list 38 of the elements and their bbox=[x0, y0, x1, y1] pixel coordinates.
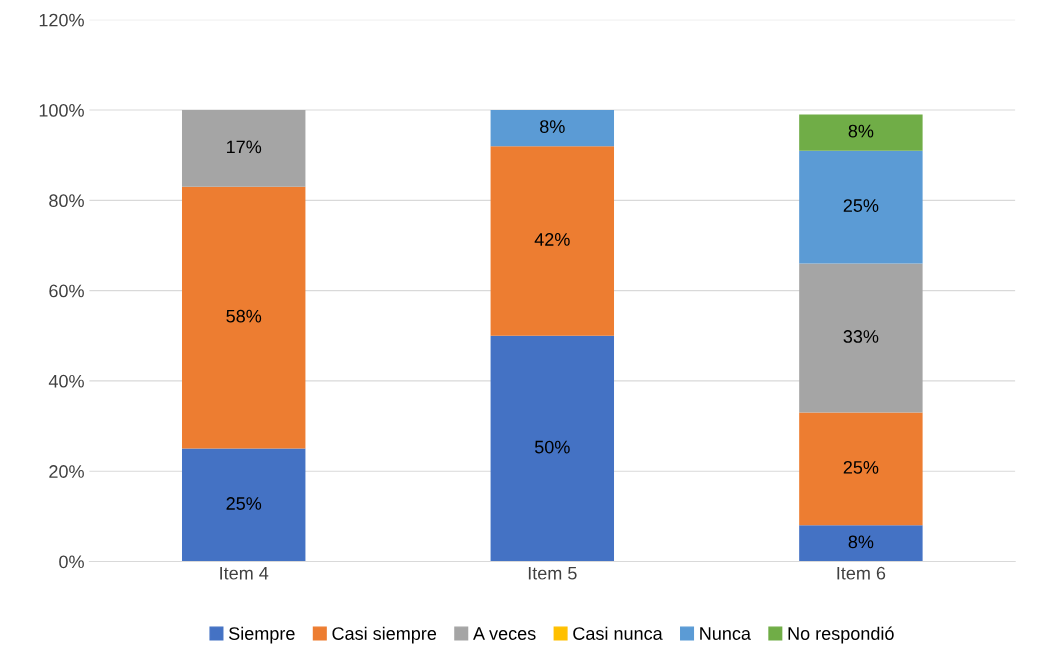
bar bbox=[799, 525, 923, 562]
bar bbox=[799, 412, 923, 526]
legend-label: Nunca bbox=[700, 627, 751, 640]
y-tick-label: 100% bbox=[39, 103, 84, 117]
legend-label: No respondió bbox=[788, 626, 894, 644]
legend-label: Casi siempre bbox=[332, 626, 437, 644]
data-label: 8% bbox=[540, 120, 565, 133]
bar bbox=[799, 263, 923, 413]
y-tick-label: 80% bbox=[49, 194, 84, 208]
bar bbox=[490, 146, 615, 336]
x-tick-label: Item 6 bbox=[837, 566, 886, 580]
data-label: 42% bbox=[534, 233, 570, 246]
data-label: 58% bbox=[226, 309, 262, 323]
bar bbox=[799, 150, 923, 264]
data-label: 17% bbox=[227, 140, 262, 154]
data-label: 25% bbox=[843, 199, 879, 212]
data-label: 8% bbox=[848, 124, 874, 138]
bar bbox=[490, 335, 615, 562]
y-tick-label: 20% bbox=[49, 465, 84, 478]
x-tick-label: Item 5 bbox=[528, 566, 577, 580]
bar bbox=[182, 186, 306, 449]
legend-label: Siempre bbox=[229, 626, 295, 644]
data-label: 25% bbox=[843, 460, 879, 474]
data-label: 50% bbox=[534, 440, 570, 454]
bar bbox=[182, 110, 306, 187]
y-tick-label: 40% bbox=[48, 374, 84, 388]
bar bbox=[799, 114, 923, 151]
y-tick-label: 60% bbox=[49, 284, 84, 298]
y-tick-label: 120% bbox=[39, 13, 84, 27]
bar bbox=[490, 110, 615, 147]
x-tick-label: Item 4 bbox=[220, 566, 269, 580]
y-tick-label: 0% bbox=[59, 555, 84, 569]
data-label: 33% bbox=[843, 330, 879, 343]
legend-label: A veces bbox=[473, 627, 536, 640]
bar bbox=[182, 448, 306, 562]
data-label: 8% bbox=[848, 535, 874, 549]
data-label: 25% bbox=[226, 497, 262, 510]
legend-label: Casi nunca bbox=[573, 626, 663, 640]
